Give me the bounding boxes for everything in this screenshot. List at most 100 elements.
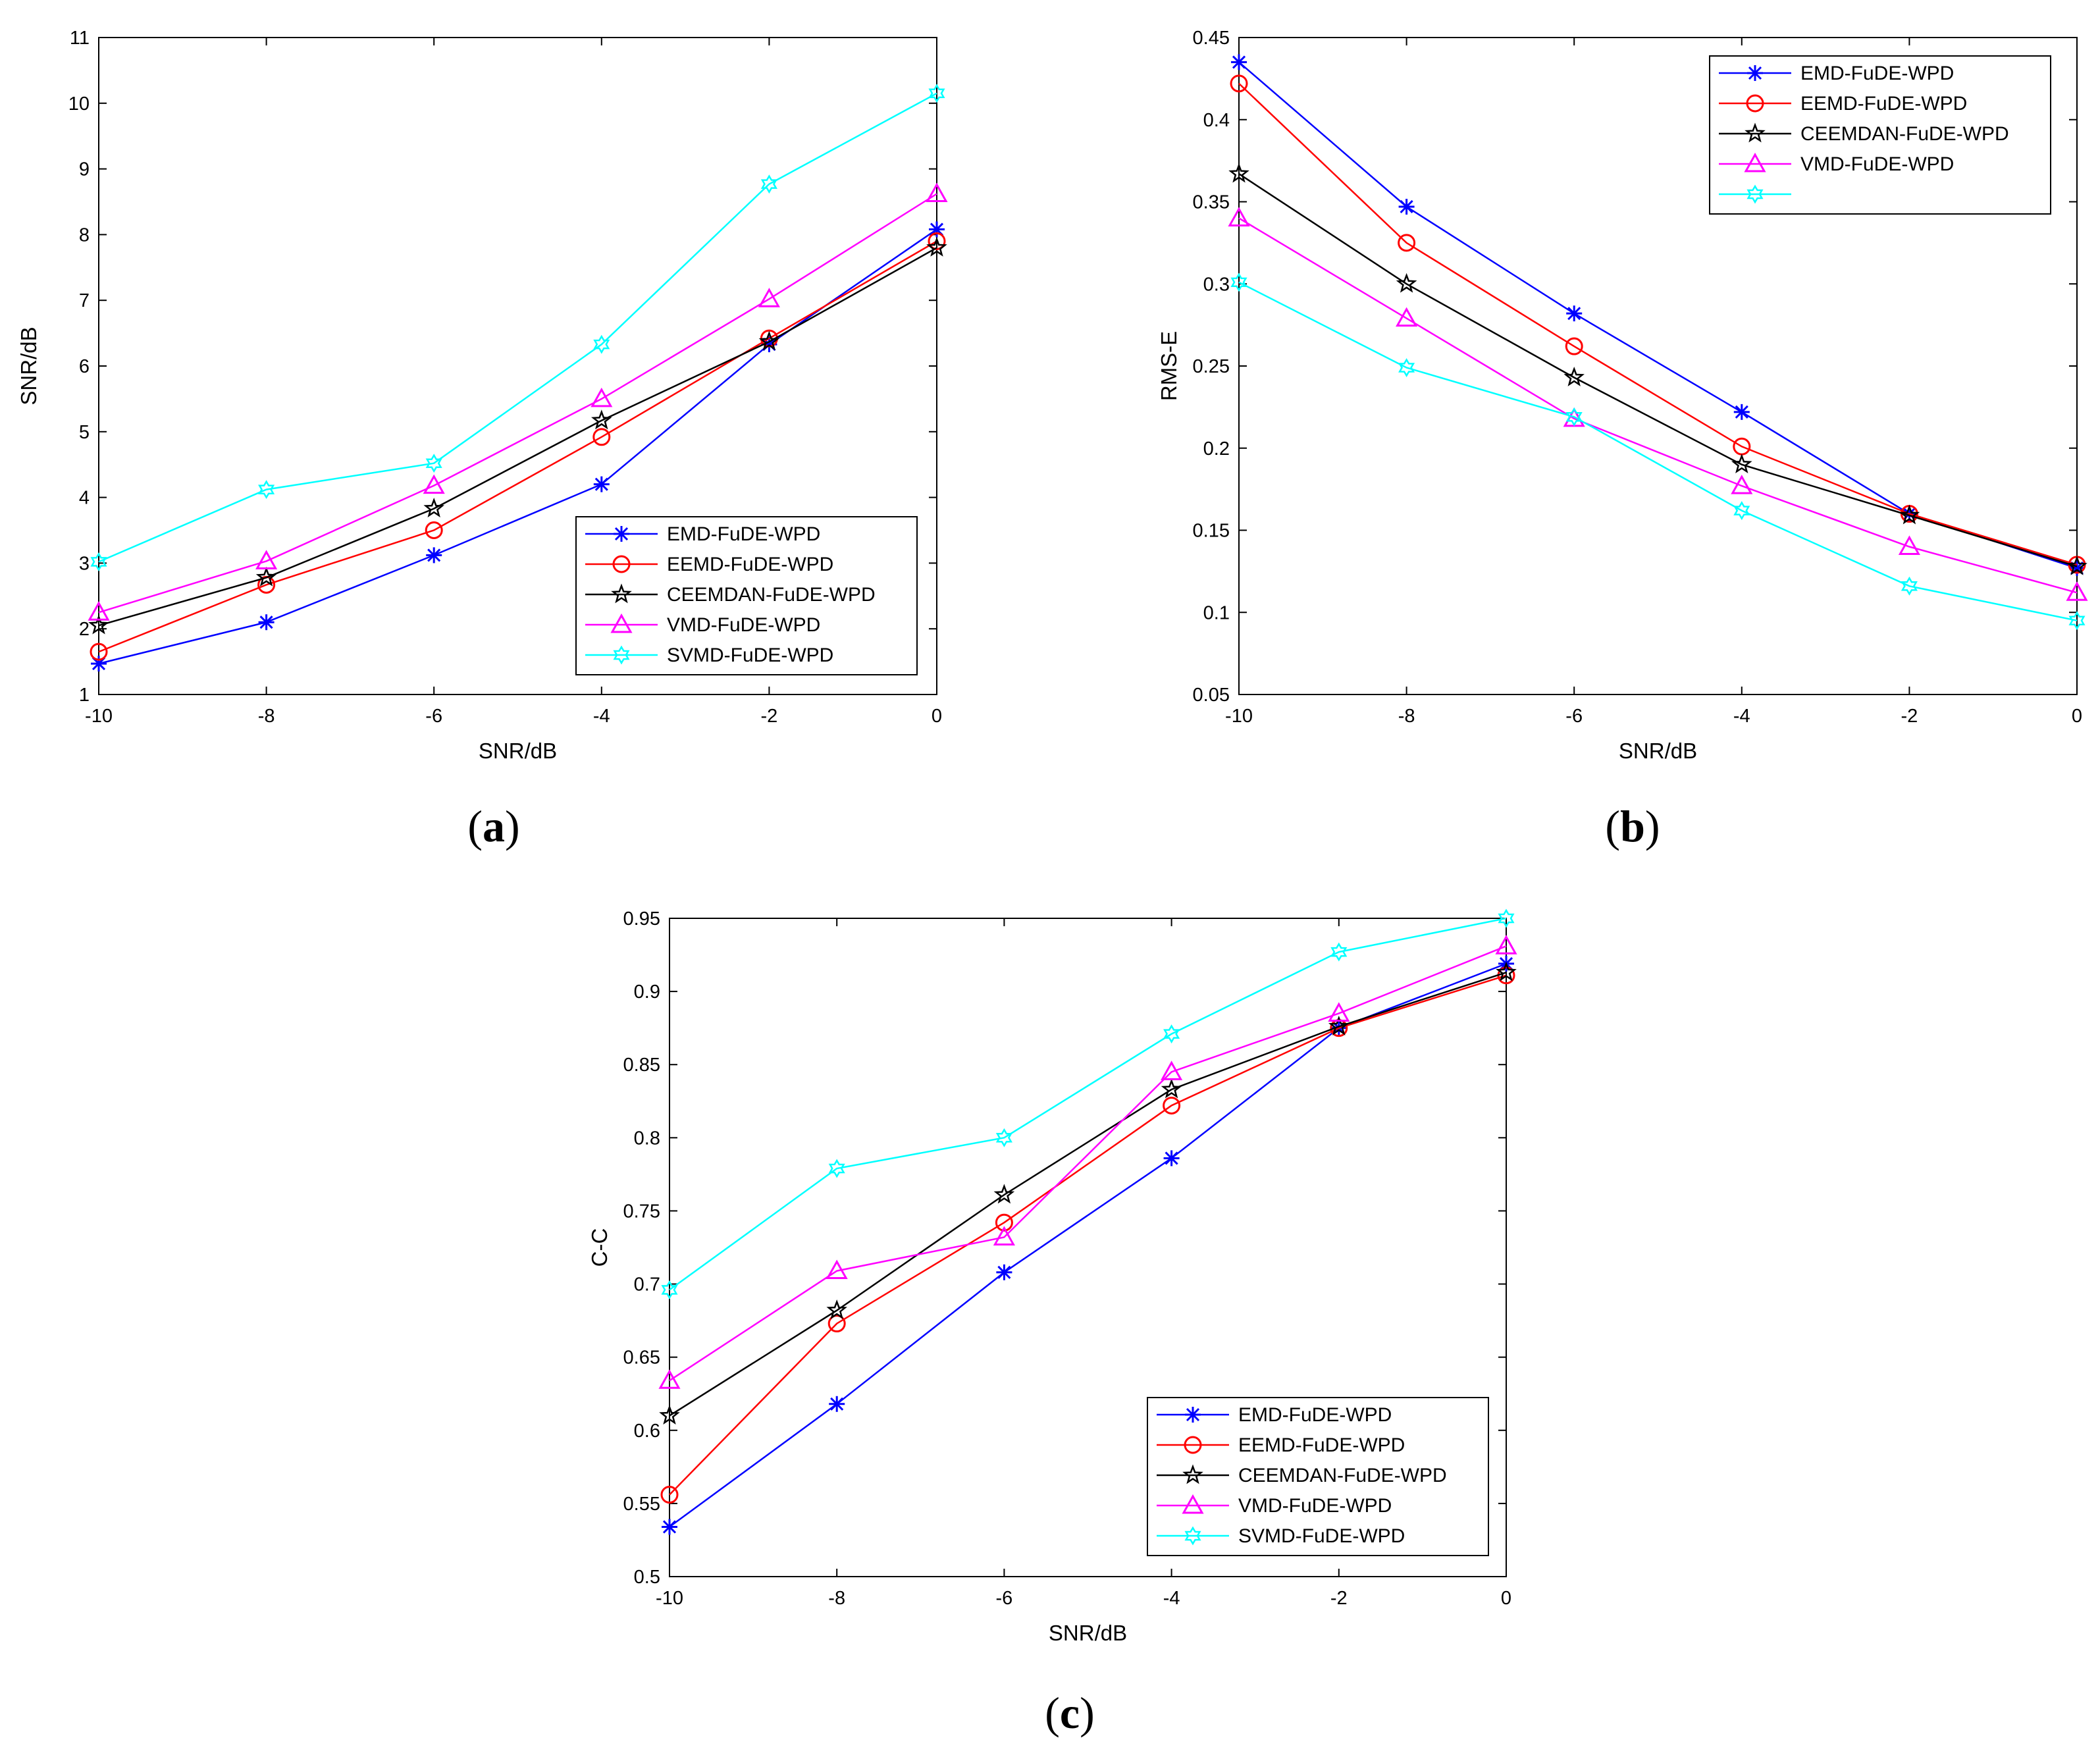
chart-b-legend-label: VMD-FuDE-WPD (1800, 153, 1954, 175)
chart-b-point (1398, 198, 1415, 215)
chart-b: -10 -8 -6 -4 -2 0 0.05 0.1 0.15 0.2 0.25 0.3 0.35 0.4… (1157, 28, 2088, 763)
caption-a: (a) (467, 801, 519, 851)
chart-b-point-d2 (1735, 405, 1748, 419)
chart-a-point (928, 84, 945, 103)
chart-a-legend-marker (613, 645, 630, 665)
chart-c-legend-label: CEEMDAN-FuDE-WPD (1238, 1465, 1447, 1486)
chart-a-point-d2 (259, 616, 273, 629)
chart-b-point (1396, 307, 1418, 327)
chart-b-ytick-label: 0.05 (1193, 685, 1230, 706)
chart-a-legend-label: EMD-FuDE-WPD (667, 523, 820, 545)
chart-a-point (258, 614, 275, 631)
chart-a-point (591, 387, 613, 407)
chart-c-point (1496, 961, 1517, 982)
chart-a-xtick-label: -2 (761, 706, 778, 727)
chart-c-point-d2 (662, 1520, 677, 1534)
chart-c-point (658, 1369, 681, 1389)
chart-a-xtick-label: -8 (258, 706, 275, 727)
chart-a-ytick-label: 1 (79, 685, 90, 706)
chart-c-ytick-label: 0.75 (623, 1201, 660, 1222)
chart-c-point (659, 1405, 680, 1425)
chart-a-point (928, 232, 946, 250)
chart-b-legend-marker-d2 (1748, 66, 1762, 80)
chart-a-point (255, 550, 278, 569)
chart-b-xtick-label: 0 (2072, 706, 2082, 727)
chart-a-point (926, 236, 947, 257)
chart-b-xlabel: SNR/dB (1619, 739, 1697, 763)
chart-a-point-d2 (594, 477, 608, 491)
chart-b-point (1398, 234, 1416, 252)
chart-a-xtick-label: -10 (85, 706, 113, 727)
chart-b-ytick-label: 0.4 (1203, 110, 1230, 131)
chart-b-point (1731, 454, 1752, 474)
chart-c-legend-label: SVMD-FuDE-WPD (1238, 1525, 1405, 1547)
chart-c-legend-marker (1184, 1526, 1201, 1546)
chart-a-point (758, 330, 780, 351)
chart-b-point (1563, 366, 1585, 386)
chart-b-ylabel: RMS-E (1157, 331, 1181, 401)
chart-a-xtick-label: -4 (593, 706, 610, 727)
chart-c-point (1495, 935, 1517, 955)
chart-a-series-4 (90, 84, 945, 571)
chart-a-legend-label: SVMD-FuDE-WPD (667, 644, 833, 666)
chart-c-point (1328, 1015, 1350, 1035)
chart-a-point (592, 428, 611, 446)
chart-c-ytick-label: 0.95 (623, 908, 660, 930)
chart-b-point (1899, 504, 1920, 525)
chart-a-point (423, 498, 444, 517)
chart-c-ytick-label: 0.9 (634, 982, 660, 1003)
chart-b-legend-label: EMD-FuDE-WPD (1800, 63, 1954, 84)
chart-a-ytick-label: 10 (68, 93, 90, 115)
chart-c-legend: EMD-FuDE-WPD EEMD-FuDE-WPD CEEMDAN-FuDE-WP… (1147, 1397, 1489, 1556)
chart-a-point-d2 (427, 548, 441, 562)
chart-c-xtick-label: -10 (656, 1588, 683, 1609)
chart-c-series-1 (660, 966, 1515, 1504)
chart-a-ytick-label: 6 (79, 356, 90, 377)
chart-b-point (1396, 273, 1417, 293)
chart-a-point (426, 547, 442, 563)
chart-b-point (1228, 207, 1250, 226)
chart-c-point (993, 1226, 1015, 1245)
chart-a-xlabel: SNR/dB (479, 739, 557, 763)
chart-c-legend-box (1147, 1397, 1489, 1556)
chart-a-series-1 (90, 232, 946, 661)
chart-c-point-d2 (1165, 1151, 1178, 1165)
chart-c-series-line (669, 917, 1507, 1291)
chart-a-point (258, 480, 275, 500)
chart-a-point (90, 642, 108, 661)
chart-a-ylabel: SNR/dB (16, 327, 41, 405)
chart-c-point (827, 1315, 846, 1333)
chart-b-ytick-label: 0.45 (1193, 28, 1230, 49)
chart-c-point (826, 1259, 848, 1280)
chart-c-xtick-label: 0 (1501, 1588, 1511, 1609)
chart-c-point (995, 1128, 1012, 1147)
chart-a-legend-marker (612, 555, 631, 573)
chart-b-legend-marker (1746, 94, 1764, 113)
chart-a-series-line (98, 240, 937, 653)
chart-a-point (423, 474, 445, 494)
chart-b-point (1733, 501, 1750, 521)
chart-a-point (926, 182, 948, 203)
chart-c-series-4 (661, 908, 1515, 1299)
chart-a-ytick-label: 5 (79, 422, 90, 443)
chart-c-legend-label: VMD-FuDE-WPD (1238, 1495, 1392, 1517)
chart-c-ytick-label: 0.55 (623, 1494, 660, 1515)
chart-a-series-line (98, 193, 937, 614)
chart-a-point (88, 601, 110, 621)
chart-c-point (1161, 1061, 1183, 1080)
chart-a-ytick-label: 4 (79, 488, 90, 509)
chart-a-point (255, 566, 277, 587)
chart-c-point (996, 1264, 1012, 1280)
chart-a-xtick-label: -6 (425, 706, 442, 727)
chart-b-point (2066, 581, 2088, 601)
chart-b-xtick-label: -4 (1733, 706, 1750, 727)
chart-b-point (1230, 74, 1248, 93)
chart-b-series-line (1238, 173, 2078, 567)
chart-a-legend-box (575, 516, 918, 675)
chart-c-ytick-label: 0.8 (634, 1128, 660, 1149)
chart-c-point (1498, 908, 1515, 928)
chart-c-series-2 (659, 961, 1517, 1425)
chart-c-point (1330, 942, 1348, 962)
chart-a: -10 -8 -6 -4 -2 0 1 2 3 4 5 6 7 8 9 10 11 SNR/dB SNR/dB EMD… (16, 28, 948, 763)
